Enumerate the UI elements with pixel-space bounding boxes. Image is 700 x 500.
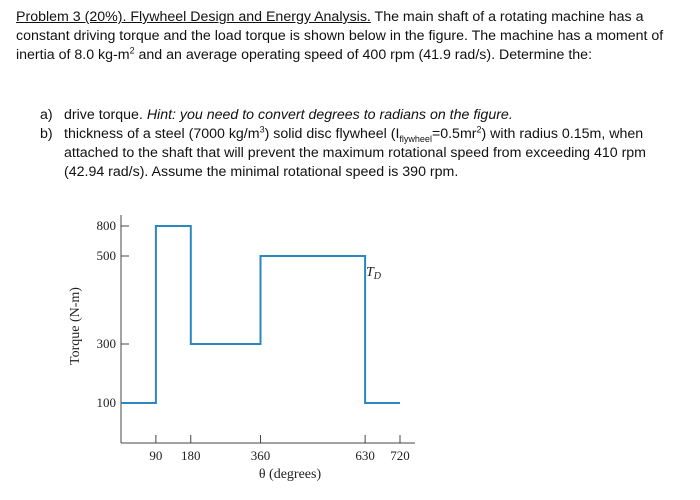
part-a-hint: Hint: you need to convert degrees to rad… (146, 107, 513, 123)
part-b-letter: b) (40, 126, 53, 142)
x-tick-label: 180 (181, 448, 201, 463)
part-a-body: drive torque. Hint: you need to convert … (64, 106, 680, 125)
y-tick-label: 100 (97, 395, 117, 410)
x-tick-label: 360 (251, 448, 271, 463)
chart-axes (120, 215, 415, 444)
part-b: b) thickness of a steel (7000 kg/m3) sol… (40, 125, 680, 182)
part-a-text: drive torque. (64, 107, 147, 123)
exponent-2b: 2 (476, 124, 482, 135)
part-b-sub: flywheel (399, 133, 432, 144)
chart-ticks: 100 300 500 800 90 180 360 630 720 (97, 218, 410, 463)
series-annotation-sub: D (373, 271, 382, 282)
x-tick-label: 720 (390, 448, 410, 463)
series-annotation: TD (366, 265, 382, 282)
part-a: a) drive torque. Hint: you need to conve… (40, 106, 680, 125)
part-b-text-3: =0.5mr (431, 126, 477, 142)
part-b-body: thickness of a steel (7000 kg/m3) solid … (64, 125, 680, 182)
problem-parts: a) drive torque. Hint: you need to conve… (40, 106, 680, 182)
y-tick-label: 500 (97, 248, 117, 263)
part-a-letter: a) (40, 107, 53, 123)
part-b-text-1: thickness of a steel (7000 kg/m (64, 126, 260, 142)
x-tick-label: 630 (355, 448, 375, 463)
y-tick-label: 300 (97, 336, 117, 351)
x-tick-label: 90 (149, 448, 162, 463)
exponent-2: 2 (129, 45, 135, 56)
problem-heading: Problem 3 (20%). Flywheel Design and Ene… (16, 9, 371, 25)
problem-statement: Problem 3 (20%). Flywheel Design and Ene… (16, 8, 688, 65)
y-axis-label: Torque (N-m) (68, 287, 83, 365)
part-b-text-4: ) with radius 0.15m, when attached to th… (64, 126, 646, 180)
problem-intro-2: and an average operating speed of 400 rp… (134, 47, 593, 63)
exponent-3: 3 (259, 124, 265, 135)
y-tick-label: 800 (97, 218, 117, 233)
x-axis-label: θ (degrees) (259, 467, 322, 482)
part-b-text-2: ) solid disc flywheel (I (264, 126, 400, 142)
series-line-td (121, 225, 400, 404)
problem-intro-1: The main shaft of a rotating machine has… (16, 9, 664, 63)
